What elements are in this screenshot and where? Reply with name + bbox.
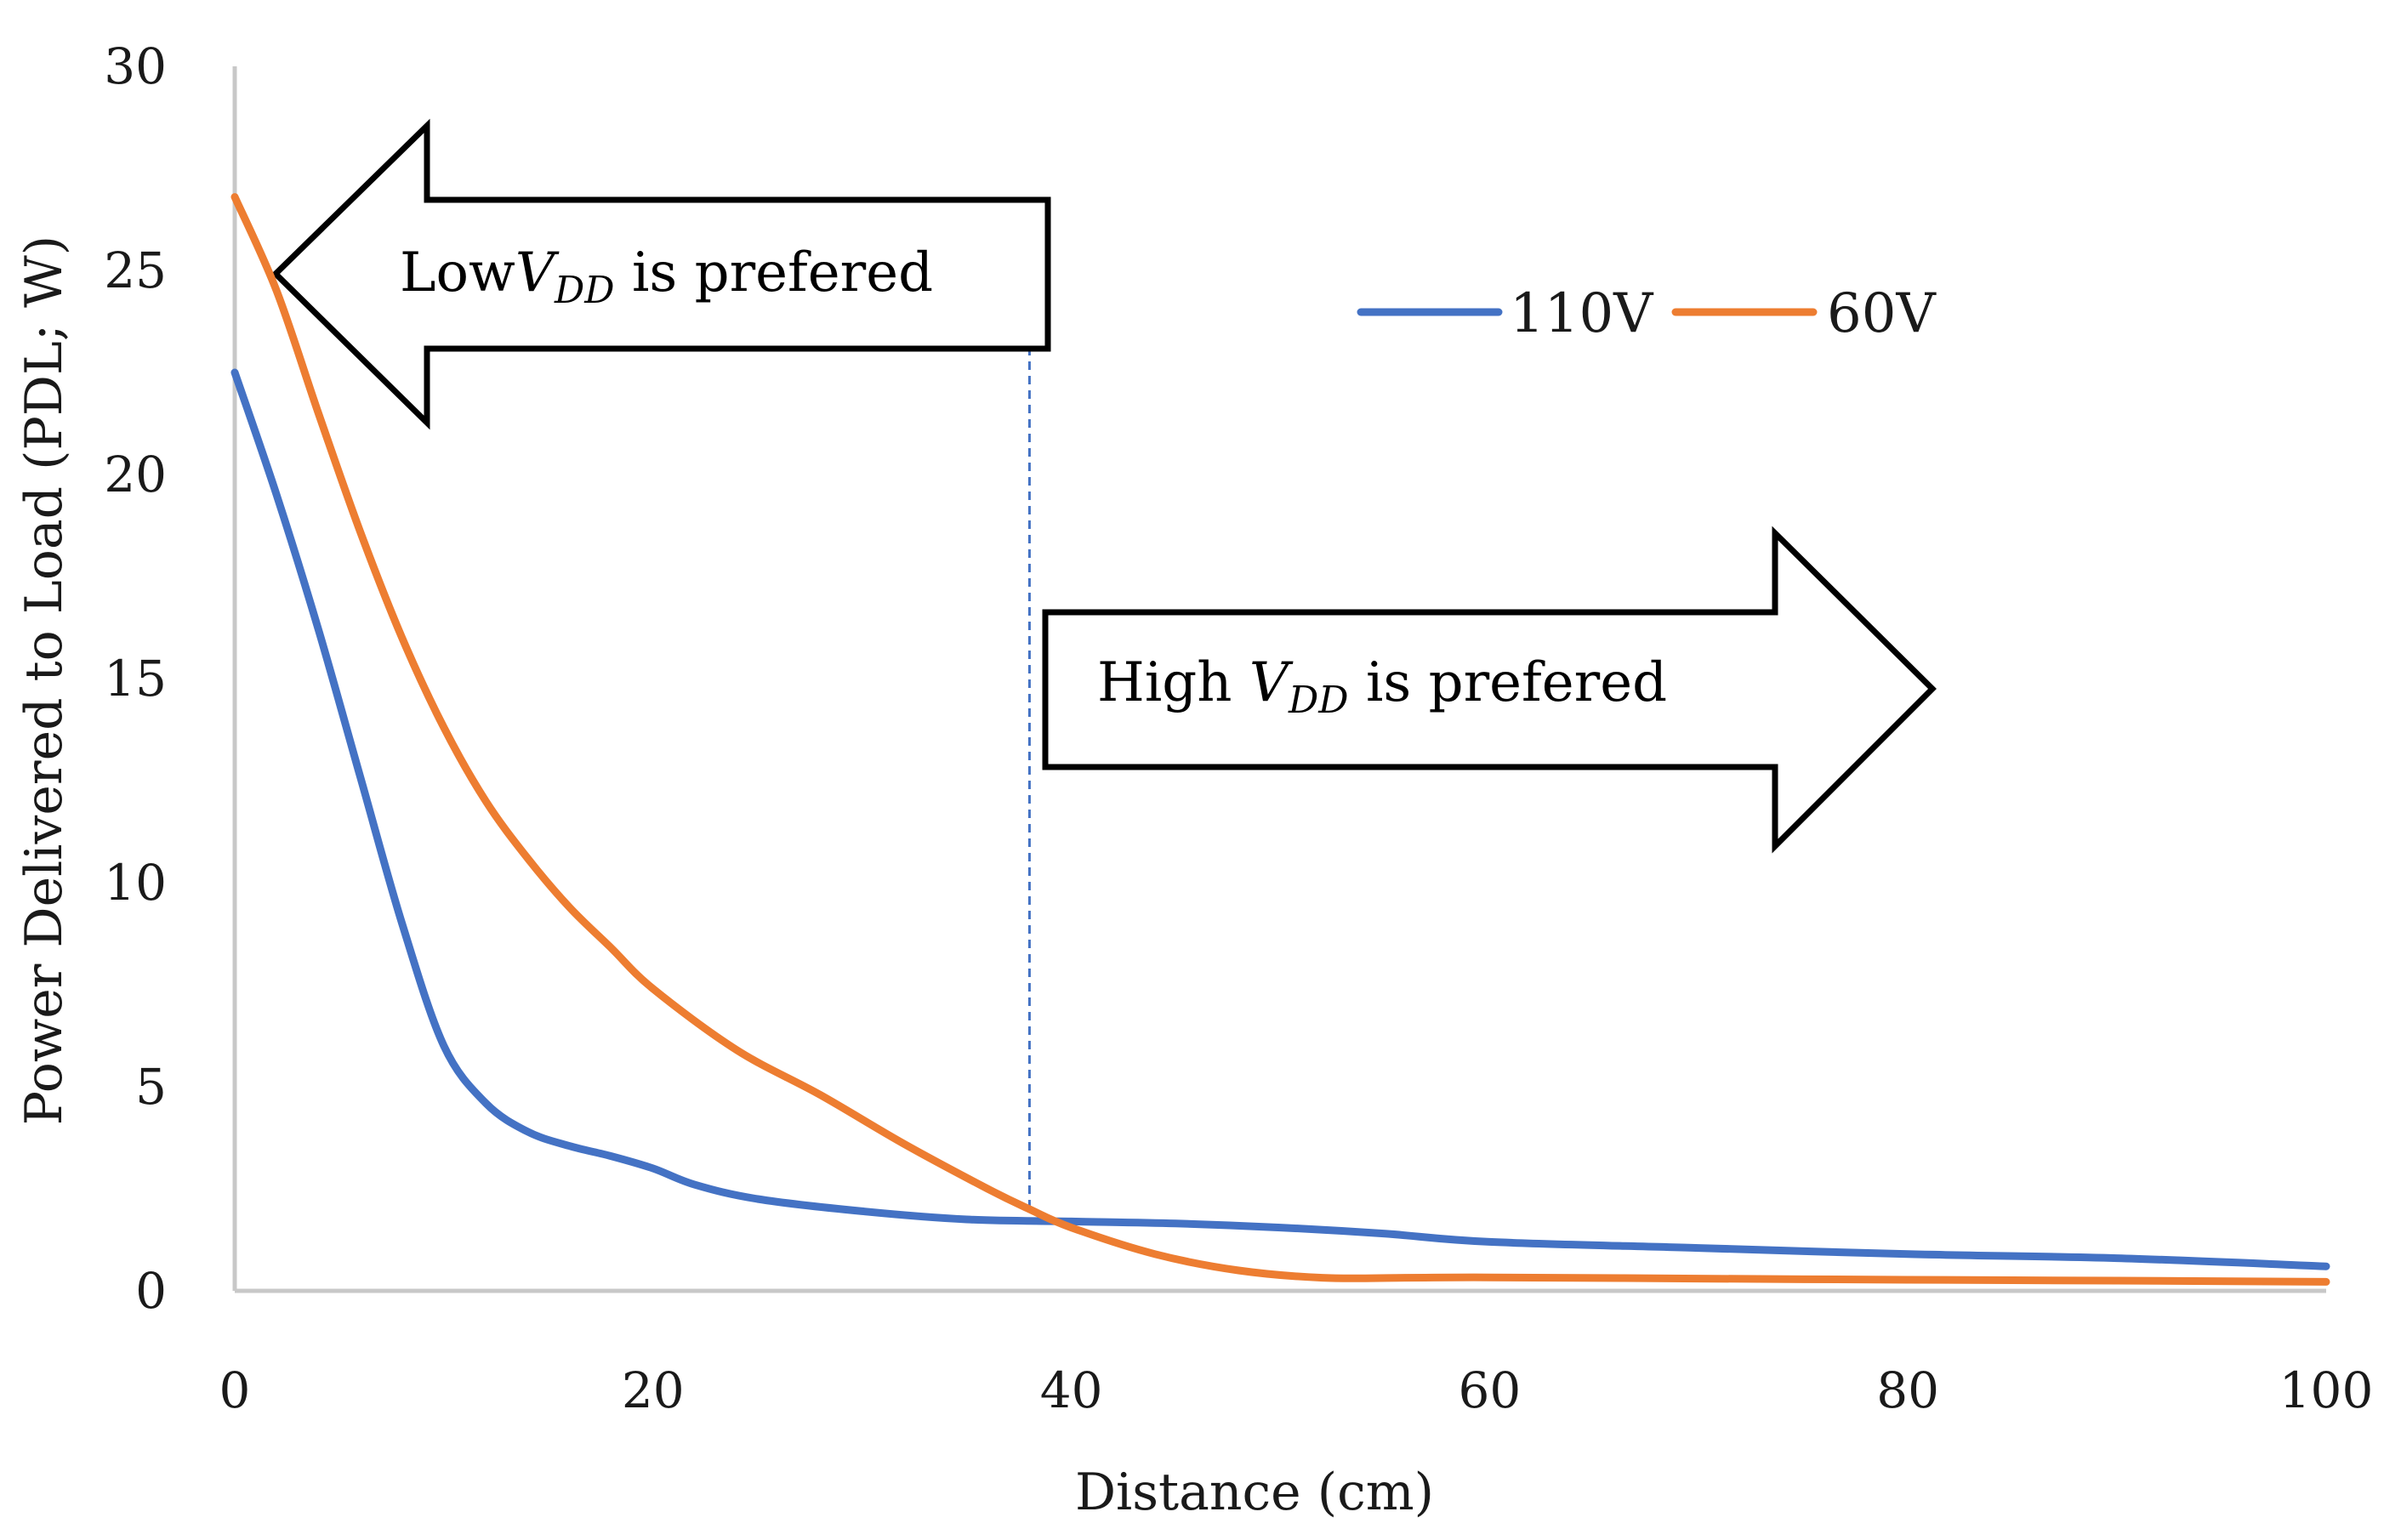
y-tick-label: 20: [104, 446, 167, 503]
x-tick-label: 40: [1040, 1361, 1103, 1419]
legend-label-60v: 60V: [1827, 282, 1937, 345]
x-tick-label: 100: [2279, 1361, 2374, 1419]
y-tick-label: 0: [135, 1262, 167, 1320]
y-tick-label: 30: [104, 37, 167, 95]
right-arrow-shape: [1042, 526, 1937, 854]
series-layer: [230, 193, 2330, 1286]
low-vdd-arrow-annotation: LowVDD is prefered: [271, 118, 1051, 430]
series-line-60v: [230, 193, 2330, 1286]
x-tick-label: 80: [1876, 1361, 1939, 1419]
x-tick-label: 60: [1458, 1361, 1521, 1419]
low-vdd-label: LowVDD is prefered: [400, 242, 933, 312]
y-tick-label: 15: [104, 650, 167, 707]
left-arrow-shape: [271, 118, 1051, 430]
x-axis-title: Distance (cm): [1075, 1463, 1434, 1522]
y-tick-labels: 0 5 10 15 20 25 30: [104, 37, 167, 1320]
legend-label-110v: 110V: [1510, 282, 1654, 345]
x-tick-labels: 0 20 40 60 80 100: [219, 1361, 2374, 1419]
series-line-110v: [230, 368, 2330, 1270]
high-vdd-arrow-annotation: High VDD is prefered: [1042, 526, 1937, 854]
y-axis-title: Power Delivered to Load (PDL; W): [14, 236, 74, 1125]
x-tick-label: 0: [219, 1361, 251, 1419]
y-tick-label: 5: [135, 1058, 167, 1116]
y-tick-label: 10: [104, 854, 167, 912]
legend: 110V 60V: [1357, 282, 1937, 345]
high-vdd-label: High VDD is prefered: [1097, 651, 1667, 722]
y-tick-label: 25: [104, 242, 167, 299]
x-tick-label: 20: [622, 1361, 685, 1419]
